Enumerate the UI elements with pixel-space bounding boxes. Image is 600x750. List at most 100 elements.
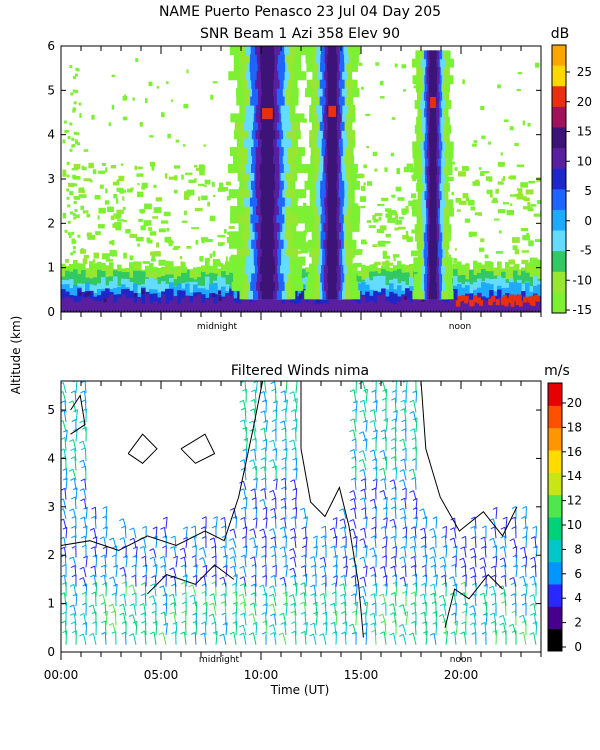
wind-barb <box>494 621 497 636</box>
wind-barb <box>314 593 317 607</box>
wind-barb-flag <box>70 448 75 452</box>
snr-cell <box>366 266 370 273</box>
wind-barb <box>402 634 407 645</box>
snr-cell <box>73 240 77 244</box>
snr-cell <box>327 54 338 64</box>
wind-barb-flag <box>462 602 468 606</box>
wind-barb-flag <box>141 582 146 586</box>
snr-cell <box>493 218 500 221</box>
snr-cell <box>82 210 89 214</box>
snr-cell <box>327 248 337 258</box>
wind-barb <box>404 565 407 578</box>
wind-barb <box>224 517 227 529</box>
wind-barb-flag <box>359 469 364 472</box>
wind-barb-flag <box>70 477 75 481</box>
wind-barb-flag <box>340 601 345 605</box>
winds-colorbar-swatch <box>548 427 562 451</box>
snr-cell <box>148 227 153 231</box>
wind-barb <box>205 602 208 616</box>
snr-cell <box>464 297 469 304</box>
wind-barb-flag <box>410 526 416 530</box>
wind-barb-flag <box>349 389 355 393</box>
snr-cell <box>221 264 227 267</box>
wind-barb <box>473 567 477 578</box>
wind-barb-flag <box>359 585 364 589</box>
wind-barb <box>353 418 357 432</box>
snr-cell <box>522 234 530 241</box>
wind-barb <box>335 536 338 548</box>
snr-cell <box>469 301 474 312</box>
wind-barb <box>382 381 387 394</box>
wind-barb-flag <box>340 545 345 549</box>
wind-barb <box>395 467 398 481</box>
snr-cell <box>101 162 107 167</box>
wind-barb-flag <box>460 631 465 635</box>
wind-barb-flag <box>409 490 414 493</box>
snr-cell <box>109 249 117 256</box>
wind-barb-flag <box>372 429 378 433</box>
winds-x-tick-label: 20:00 <box>444 668 479 682</box>
snr-cell <box>304 249 312 252</box>
wind-barb <box>385 418 389 432</box>
wind-barb-flag <box>61 536 65 540</box>
wind-barb-flag <box>170 535 176 539</box>
wind-barb <box>254 488 257 500</box>
snr-cell <box>218 182 224 189</box>
wind-barb-flag <box>310 564 316 568</box>
snr-cell <box>408 200 416 207</box>
snr-cell <box>164 236 172 243</box>
winds-x-tick-label: 05:00 <box>144 668 179 682</box>
wind-barb <box>403 546 407 558</box>
wind-barb <box>325 622 328 636</box>
wind-barb-flag <box>280 622 285 625</box>
wind-barb-flag <box>439 603 445 607</box>
snr-cell <box>378 217 382 221</box>
snr-cell <box>457 295 462 302</box>
wind-barb-flag <box>379 467 384 471</box>
wind-barb <box>193 535 197 549</box>
snr-colorbar-tick-label: 20 <box>577 95 592 109</box>
wind-barb-flag <box>399 438 404 442</box>
snr-cell <box>261 189 274 199</box>
wind-barb-flag <box>410 591 416 595</box>
wind-barb-flag <box>450 527 455 531</box>
wind-barb <box>304 612 307 626</box>
wind-barb-flag <box>312 601 318 605</box>
wind-barb <box>442 595 447 607</box>
snr-cell <box>451 161 455 165</box>
wind-barb <box>95 536 98 548</box>
snr-cell <box>218 297 222 302</box>
wind-barb-flag <box>391 427 396 430</box>
snr-cell <box>153 207 162 213</box>
snr-cell <box>479 299 484 306</box>
wind-barb <box>144 582 147 597</box>
wind-barb-flag <box>390 497 395 501</box>
snr-cell <box>485 283 490 312</box>
snr-cell <box>305 241 309 245</box>
snr-cell <box>469 231 477 237</box>
snr-cell <box>204 257 211 261</box>
wind-barb-flag <box>369 409 375 413</box>
wind-barb-flag <box>209 602 214 606</box>
snr-cell <box>313 290 318 312</box>
snr-cell <box>497 181 504 185</box>
wind-barb-flag <box>409 411 414 414</box>
wind-barb-flag <box>300 554 306 558</box>
snr-cell <box>151 164 155 171</box>
snr-cell <box>333 299 338 312</box>
snr-cell <box>396 168 401 175</box>
wind-barb <box>83 567 87 578</box>
wind-barb-flag <box>522 506 527 509</box>
snr-cell <box>393 255 396 262</box>
snr-cell <box>303 243 312 249</box>
snr-cell <box>448 254 451 260</box>
wind-barb <box>374 622 377 636</box>
wind-barb-flag <box>289 567 294 571</box>
wind-barb-flag <box>372 583 378 586</box>
wind-barb-flag <box>271 497 276 501</box>
wind-barb-flag <box>469 547 475 551</box>
wind-barb <box>534 536 537 549</box>
snr-cell <box>237 291 242 312</box>
wind-barb <box>144 631 147 645</box>
